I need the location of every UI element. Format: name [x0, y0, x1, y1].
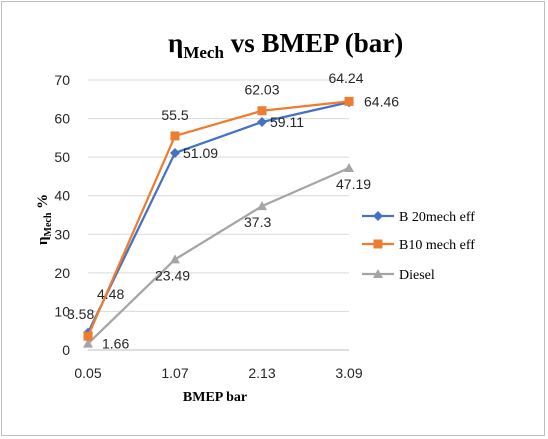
data-point: [170, 147, 180, 158]
data-label: 62.03: [244, 82, 279, 98]
data-label: 4.48: [97, 286, 124, 302]
data-label: 51.09: [183, 145, 218, 161]
data-label: 64.24: [328, 70, 363, 86]
y-axis-title: ηMech %: [35, 194, 54, 245]
chart-title: ηMech vs BMEP (bar): [168, 28, 403, 62]
data-point: [83, 331, 93, 341]
legend-label: Diesel: [399, 268, 435, 283]
data-label: 59.11: [270, 114, 304, 130]
y-tick-label: 70: [54, 72, 70, 88]
data-label: 47.19: [336, 176, 371, 192]
x-axis-title: BMEP bar: [183, 390, 247, 405]
legend-marker: [373, 239, 383, 249]
data-point: [170, 254, 180, 264]
y-tick-label: 50: [54, 149, 70, 165]
x-tick-label: 0.05: [74, 365, 101, 381]
legend-label: B10 mech eff: [399, 238, 475, 253]
y-tick-label: 30: [54, 226, 70, 242]
x-tick-label: 2.13: [248, 365, 275, 381]
data-point: [83, 338, 93, 348]
series-layer: [83, 96, 354, 348]
data-point: [344, 96, 354, 106]
legend: B 20mech eff B10 mech eff Diesel: [362, 210, 475, 283]
data-point: [257, 117, 267, 128]
data-point: [257, 106, 267, 116]
data-labels: 4.48 51.09 59.11 64.24 3.58 55.5 62.03 64.46 1.6…: [67, 70, 399, 351]
gridlines: [88, 79, 349, 312]
data-point: [257, 201, 267, 211]
series-line-0: [86, 101, 350, 334]
series-line-1: [86, 100, 350, 337]
data-label: 37.3: [244, 214, 271, 230]
y-tick-label: 20: [54, 265, 70, 281]
data-point: [344, 162, 354, 172]
data-label: 55.5: [161, 107, 188, 123]
x-tick-label: 3.09: [335, 365, 362, 381]
legend-marker: [373, 211, 383, 221]
data-label: 1.66: [102, 336, 129, 352]
data-point: [170, 131, 180, 141]
x-tick-label: 1.07: [161, 365, 188, 381]
data-label: 3.58: [67, 306, 94, 322]
legend-label: B 20mech eff: [399, 210, 475, 225]
y-tick-label: 10: [54, 303, 70, 319]
y-tick-label: 0: [62, 342, 70, 358]
series-line-2: [87, 166, 350, 345]
legend-marker: [373, 269, 383, 278]
axes: 0 10 20 30 40 50 60 70 0.05 1.07 2.13 3.09: [54, 72, 362, 381]
data-label: 64.46: [364, 93, 399, 109]
y-tick-label: 40: [54, 188, 70, 204]
data-label: 23.49: [155, 267, 190, 283]
y-tick-label: 60: [54, 111, 70, 127]
